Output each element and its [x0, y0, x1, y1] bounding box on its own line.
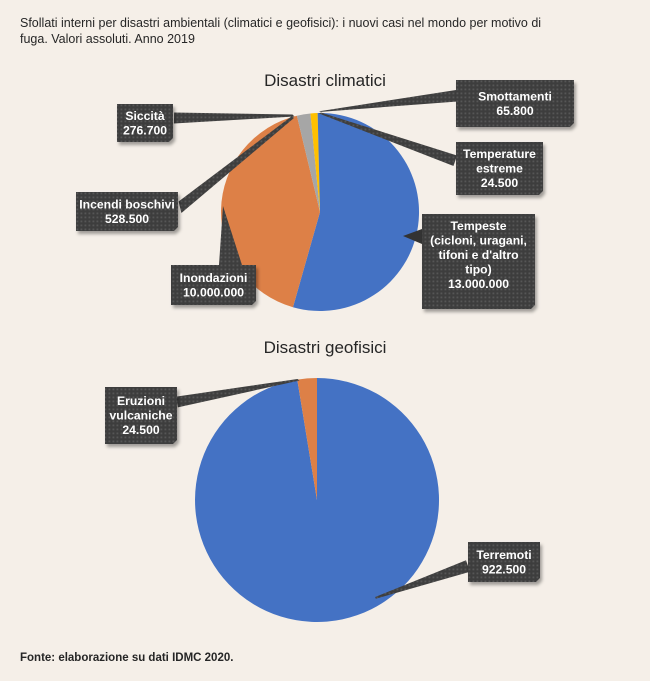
svg-text:Eruzioni: Eruzioni [117, 394, 165, 408]
svg-text:Siccità: Siccità [125, 109, 165, 123]
svg-text:fuga. Valori assoluti. Anno 20: fuga. Valori assoluti. Anno 2019 [20, 32, 195, 46]
svg-text:65.800: 65.800 [496, 104, 533, 118]
svg-text:Temperature: Temperature [463, 147, 536, 161]
svg-text:Disastri climatici: Disastri climatici [264, 71, 386, 90]
svg-text:Smottamenti: Smottamenti [478, 89, 552, 103]
svg-text:13.000.000: 13.000.000 [448, 277, 509, 291]
svg-text:10.000.000: 10.000.000 [183, 285, 244, 299]
svg-text:Incendi boschivi: Incendi boschivi [79, 197, 175, 211]
svg-text:Terremoti: Terremoti [476, 548, 531, 562]
svg-text:Inondazioni: Inondazioni [180, 271, 248, 285]
svg-text:528.500: 528.500 [105, 212, 149, 226]
svg-text:tifoni e d'altro: tifoni e d'altro [438, 248, 518, 262]
svg-text:Fonte: elaborazione su dati ID: Fonte: elaborazione su dati IDMC 2020. [20, 652, 233, 664]
svg-text:Sfollati interni per disastri: Sfollati interni per disastri ambientali… [20, 16, 541, 30]
svg-text:tipo): tipo) [465, 263, 491, 277]
svg-text:922.500: 922.500 [482, 562, 526, 576]
svg-text:vulcaniche: vulcaniche [110, 409, 173, 423]
svg-text:24.500: 24.500 [481, 176, 518, 190]
svg-text:Disastri geofisici: Disastri geofisici [264, 338, 387, 357]
svg-text:(cicloni, uragani,: (cicloni, uragani, [430, 234, 527, 248]
svg-text:276.700: 276.700 [123, 123, 167, 137]
svg-text:24.500: 24.500 [122, 423, 159, 437]
svg-text:Tempeste: Tempeste [451, 219, 507, 233]
svg-text:estreme: estreme [476, 162, 523, 176]
